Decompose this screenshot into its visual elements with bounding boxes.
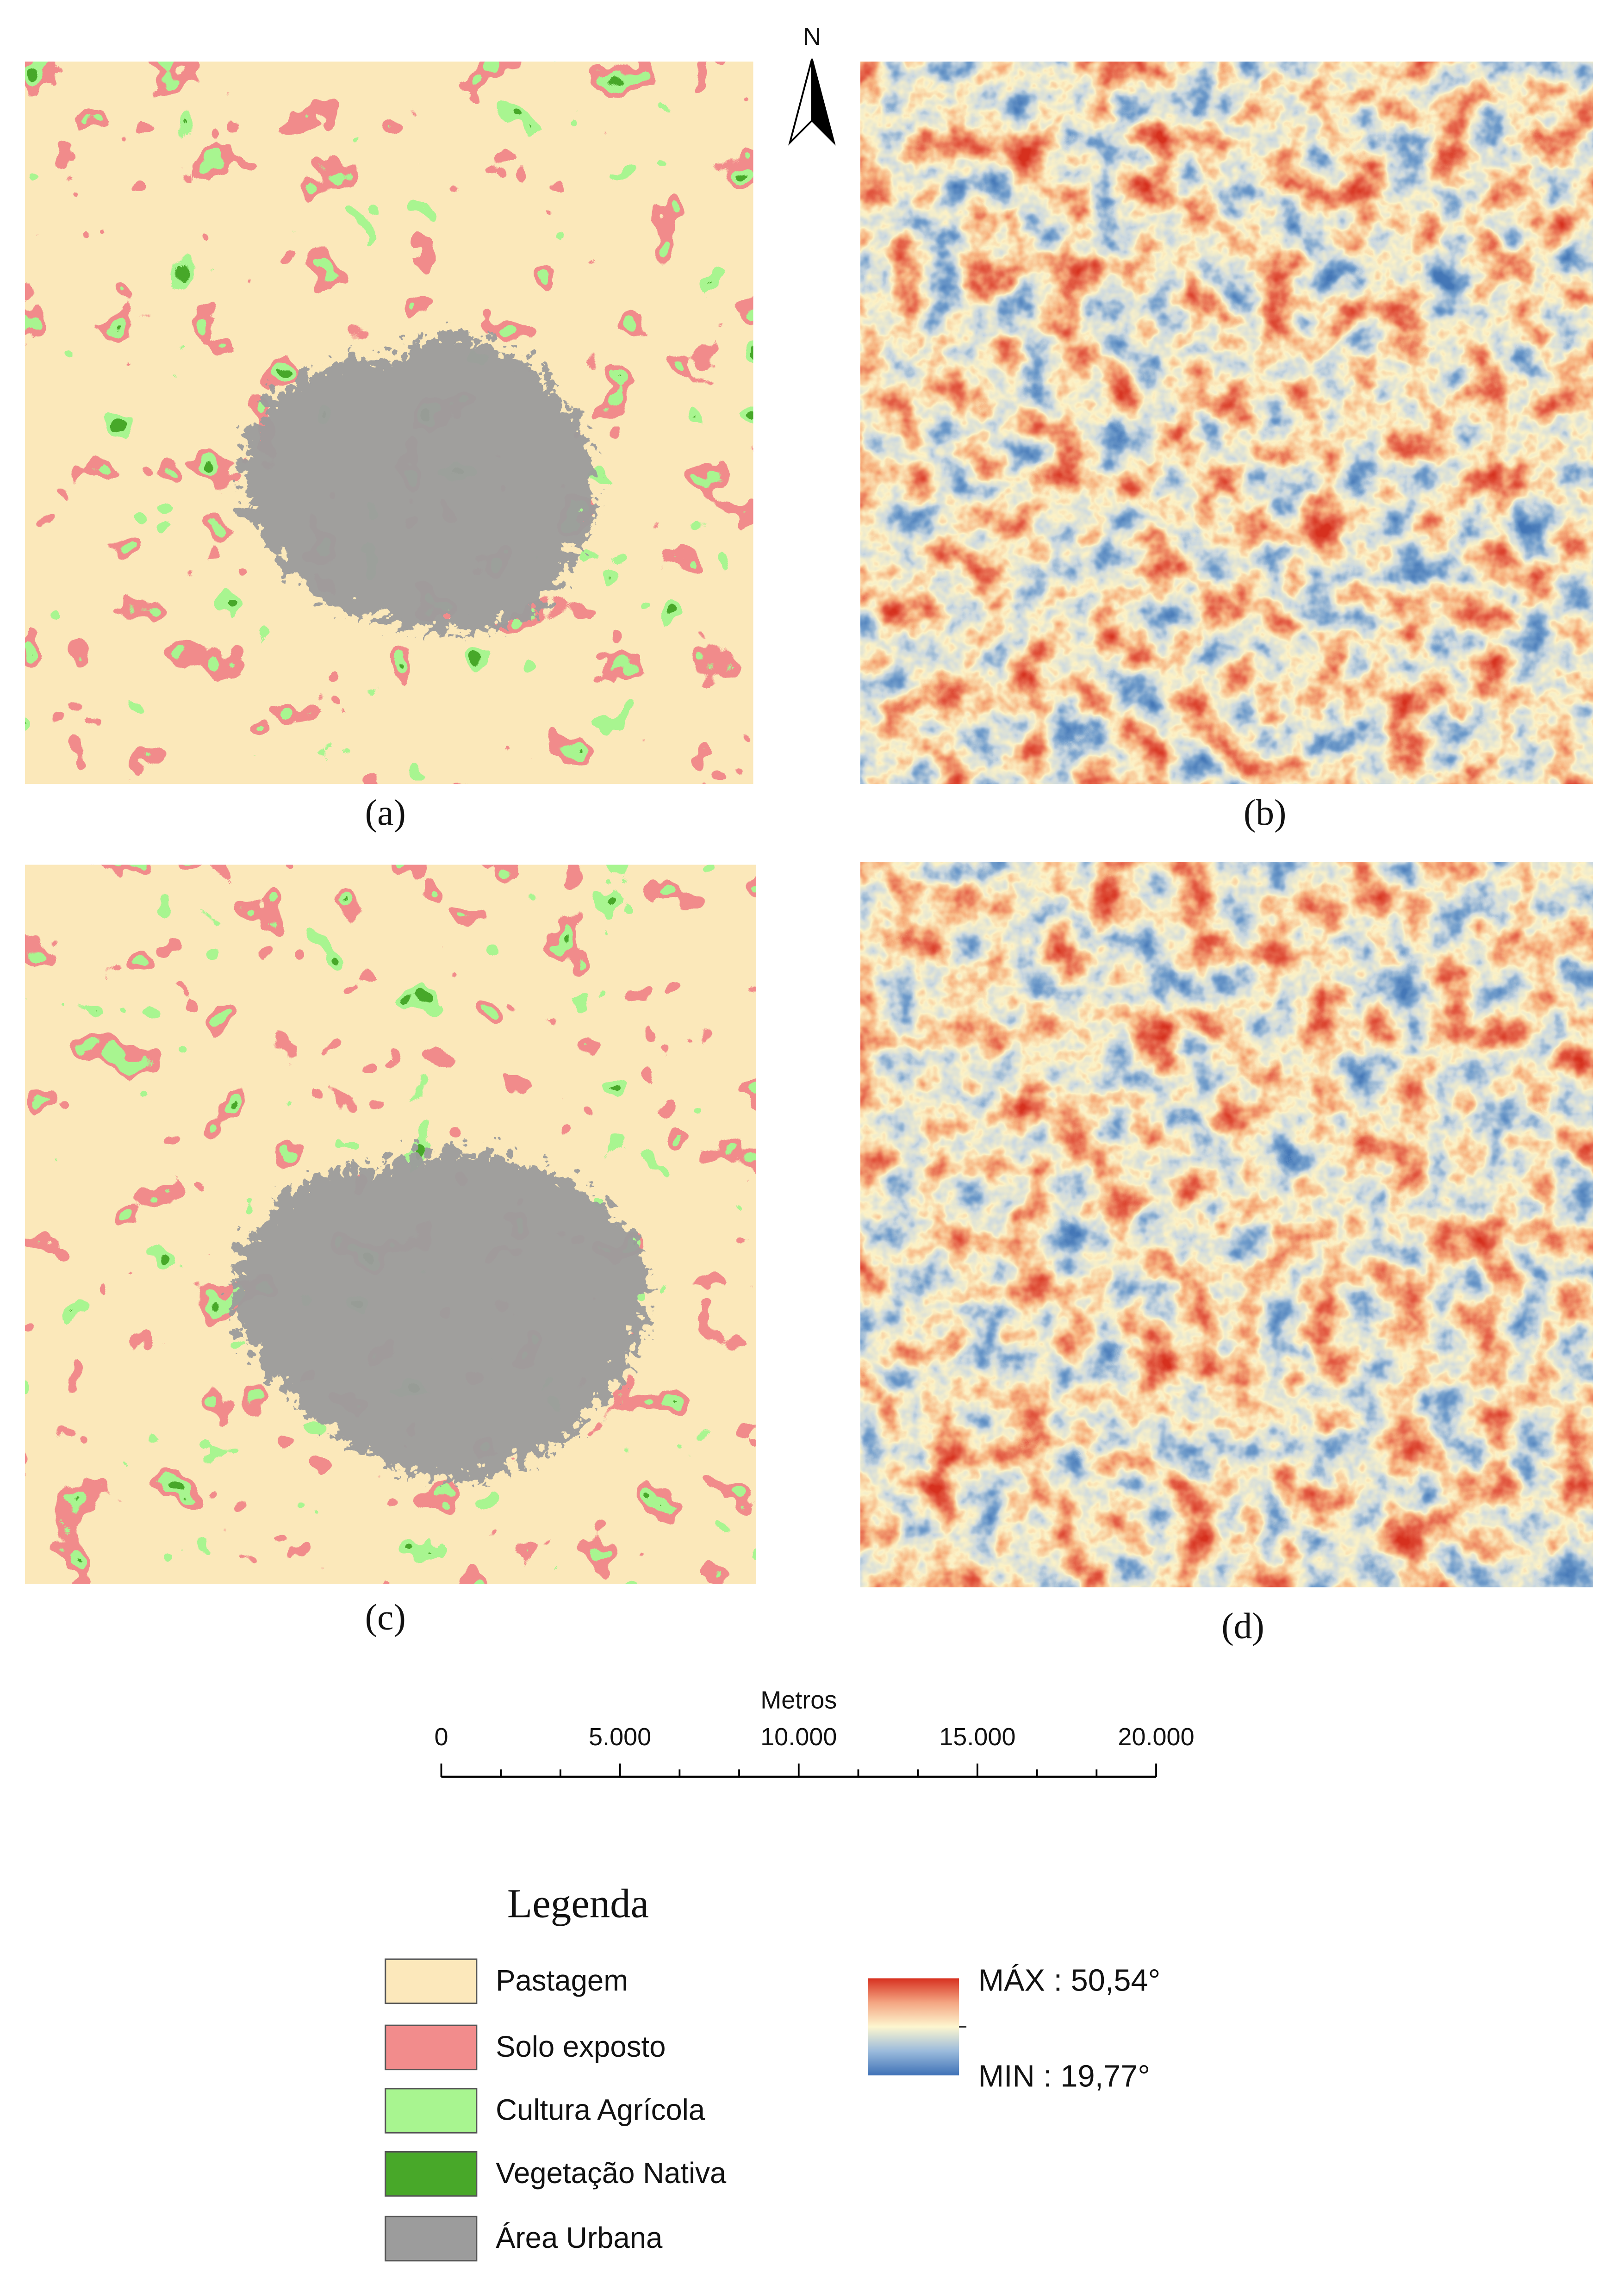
scale-bar: 0 5.000 10.000 15.000 20.000 xyxy=(434,1723,1195,1778)
legend-label: Cultura Agrícola xyxy=(496,2094,705,2127)
scale-label: 10.000 xyxy=(760,1723,837,1751)
panel-label: (d) xyxy=(1221,1606,1264,1647)
legend-swatch xyxy=(385,2088,478,2134)
temperature-min: MIN : 19,77° xyxy=(978,2059,1150,2093)
scale-unit: Metros xyxy=(760,1686,837,1714)
north-arrow xyxy=(811,58,836,146)
scale-label: 20.000 xyxy=(1118,1723,1194,1751)
legend-title: Legenda xyxy=(507,1881,649,1926)
temperature-max: MÁX : 50,54° xyxy=(978,1964,1160,1998)
legend-swatch xyxy=(385,2215,478,2262)
scale-label: 5.000 xyxy=(589,1723,651,1751)
panel-label: (c) xyxy=(365,1597,406,1637)
legend: Pastagem Solo exposto Cultura Agrícola Vege… xyxy=(385,1958,727,2262)
urban-area xyxy=(220,1141,639,1471)
legend-swatch xyxy=(385,1958,478,2004)
legend-label: Vegetação Nativa xyxy=(496,2157,727,2190)
map-panel xyxy=(860,862,1593,1587)
scale-label: 15.000 xyxy=(939,1723,1015,1751)
legend-label: Solo exposto xyxy=(496,2030,666,2063)
legend-swatch xyxy=(385,2024,478,2071)
north-arrow xyxy=(788,58,813,146)
map-panel xyxy=(860,62,1593,784)
legend-label: Pastagem xyxy=(496,1964,628,1997)
legend-swatch xyxy=(385,2151,478,2197)
scale-label: 0 xyxy=(434,1723,448,1751)
panel-label: (b) xyxy=(1244,792,1287,833)
north-label: N xyxy=(803,23,821,50)
temperature-ramp xyxy=(868,1978,959,2076)
legend-label: Área Urbana xyxy=(496,2221,663,2254)
urban-area xyxy=(233,325,585,622)
panel-label: (a) xyxy=(365,792,406,833)
